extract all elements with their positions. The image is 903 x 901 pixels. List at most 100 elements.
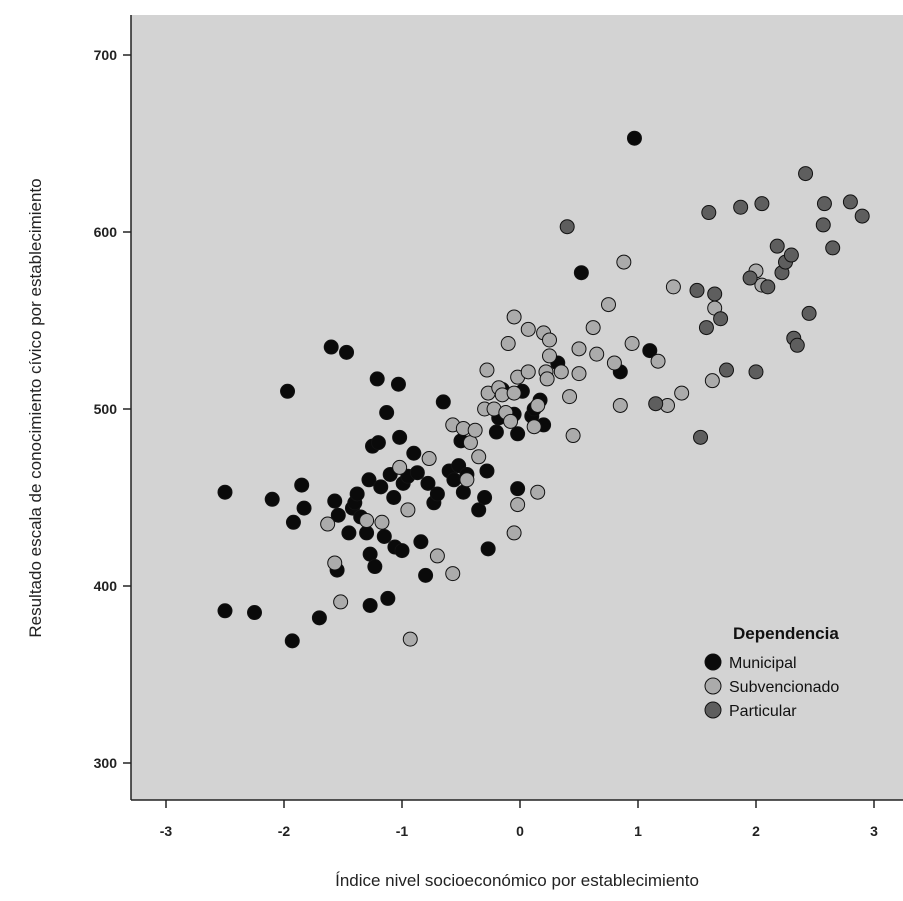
data-point [327,493,343,509]
data-point [707,286,723,302]
x-tick-label: 3 [870,823,878,839]
data-point [754,196,770,212]
data-point [769,238,785,254]
data-point [247,605,262,621]
x-tick-label: 1 [634,823,642,839]
data-point [510,426,526,442]
x-tick-label: -2 [278,823,291,839]
data-point [562,389,578,405]
data-point [284,633,300,649]
data-point [510,497,526,513]
data-point [571,366,587,382]
data-point [380,590,396,606]
data-point [530,484,546,500]
y-axis: 300 400 500 600 700 [94,15,132,800]
data-point [370,435,386,451]
legend-label: Subvencionado [729,679,839,696]
data-point [742,270,758,286]
data-point [264,491,280,507]
data-point [674,385,690,401]
data-point [480,541,496,557]
data-point [471,502,487,518]
y-tick-label: 400 [94,578,118,594]
x-axis-title: Índice nivel socioeconómico por establec… [335,871,699,890]
data-point [429,486,445,502]
data-point [565,428,581,444]
data-point [285,514,301,530]
data-point [479,362,495,378]
data-point [506,385,522,401]
data-point [816,196,832,212]
data-point [330,507,346,523]
data-point [760,279,776,295]
data-point [606,355,622,371]
data-point [612,397,628,413]
data-point [573,265,589,281]
data-point [459,472,475,488]
legend-marker [704,653,722,671]
data-points [217,130,870,649]
data-point [373,479,389,495]
data-point [601,297,616,313]
data-point [506,309,522,325]
data-point [390,376,406,392]
data-point [402,631,418,647]
data-point [477,490,493,505]
data-point [825,240,841,256]
series-particular [559,166,870,445]
legend-marker [704,701,722,719]
data-point [323,339,339,355]
data-point [698,320,714,336]
data-point [553,364,569,380]
x-tick-label: 2 [752,823,760,839]
data-point [559,219,575,235]
y-tick-label: 500 [94,401,118,417]
data-point [488,424,504,440]
data-point [642,343,658,359]
data-point [520,364,536,380]
data-point [359,513,375,529]
data-point [506,525,522,541]
data-point [500,336,516,352]
data-point [409,465,425,481]
data-point [420,475,436,491]
data-point [713,311,729,327]
data-point [296,500,312,516]
data-point [367,559,383,575]
data-point [362,597,378,613]
series-subvencionado [320,254,770,647]
data-point [374,514,390,530]
data-point [789,337,805,353]
data-point [446,472,462,488]
y-tick-label: 700 [94,47,118,63]
data-point [589,346,605,362]
data-point [429,548,445,564]
data-point [571,341,587,357]
data-point [815,217,831,233]
data-point [526,419,542,435]
legend-label: Municipal [729,655,797,672]
legend-title: Dependencia [733,624,839,643]
data-point [327,555,343,571]
data-point [406,445,422,461]
data-point [333,594,349,610]
data-point [798,166,814,182]
legend-marker [704,677,722,695]
legend: Dependencia Municipal Subvencionado Partic… [704,624,839,720]
data-point [624,336,640,352]
legend-items: Municipal Subvencionado Particular [704,653,839,720]
data-point [369,371,385,387]
data-point [689,282,705,298]
data-point [339,344,355,360]
data-point [311,610,327,626]
data-point [394,543,410,559]
x-tick-label: -1 [396,823,409,839]
data-point [320,516,336,532]
data-point [842,194,858,210]
data-point [616,254,632,270]
y-tick-label: 300 [94,755,118,771]
data-point [783,247,799,263]
data-point [349,486,365,502]
data-point [455,484,471,500]
data-point [445,566,461,582]
